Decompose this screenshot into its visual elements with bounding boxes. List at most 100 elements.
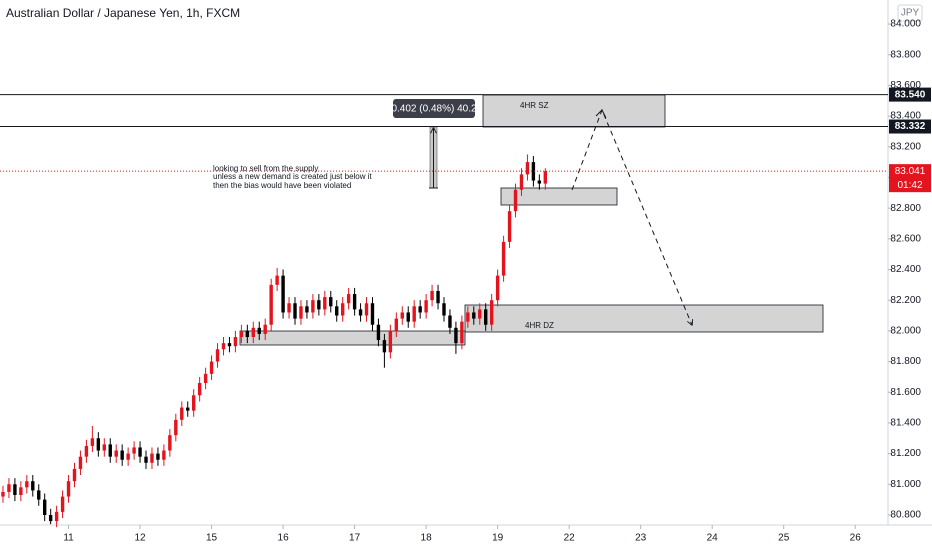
note-line: then the bias would have been violated xyxy=(213,181,351,190)
candle-body xyxy=(25,481,29,488)
supply-zone xyxy=(482,94,666,128)
candle-body xyxy=(346,294,351,304)
y-tick-label: 80.800 xyxy=(890,510,921,521)
candle-body xyxy=(472,312,476,319)
candle-body xyxy=(442,303,446,316)
candle-body xyxy=(1,491,5,497)
candle-body xyxy=(138,447,142,457)
y-tick-label: 81.600 xyxy=(890,387,921,398)
candle-body xyxy=(13,484,17,496)
candle-body xyxy=(299,306,303,319)
x-tick-label: 19 xyxy=(492,533,504,544)
measure-label: 0.402 (0.48%) 40.2 xyxy=(391,104,476,115)
y-tick-label: 81.800 xyxy=(890,356,921,367)
candle-body xyxy=(323,297,327,310)
candle-body xyxy=(340,303,345,316)
candle-body xyxy=(418,306,422,313)
candle-body xyxy=(513,189,518,212)
candle-body xyxy=(382,340,387,353)
candle-body xyxy=(90,438,95,446)
candle-body xyxy=(227,343,232,347)
candle-body xyxy=(370,303,375,325)
candle-body xyxy=(215,349,220,362)
candle-body xyxy=(269,284,273,325)
candle-body xyxy=(317,300,321,310)
candle-body xyxy=(174,419,178,436)
candle-body xyxy=(376,324,381,341)
candle-body xyxy=(412,306,416,322)
candle-body xyxy=(263,324,267,334)
candle-body xyxy=(281,275,285,313)
candle-body xyxy=(537,180,542,184)
note-line: looking to sell from the supply xyxy=(213,164,318,173)
candle-body xyxy=(543,171,548,184)
candle-body xyxy=(501,241,506,276)
candle-body xyxy=(60,496,65,512)
x-tick-label: 24 xyxy=(707,533,719,544)
y-tick-label: 83.200 xyxy=(890,141,921,152)
countdown-label: 01:42 xyxy=(897,180,922,191)
candle-body xyxy=(305,306,309,313)
candle-body xyxy=(257,327,261,334)
y-tick-label: 83.800 xyxy=(890,49,921,60)
y-tick-label: 84.000 xyxy=(890,19,921,30)
candle-body xyxy=(132,447,136,454)
candle-body xyxy=(394,318,399,331)
candle-body xyxy=(525,162,530,175)
candle-body xyxy=(72,468,77,482)
candle-body xyxy=(400,312,404,319)
candle-body xyxy=(335,306,339,316)
level-badge xyxy=(889,87,931,102)
candle-body xyxy=(329,297,333,307)
candle-body xyxy=(358,309,363,316)
candle-body xyxy=(197,383,202,396)
candle-body xyxy=(484,309,488,325)
currency-label: JPY xyxy=(901,8,920,19)
x-tick-label: 22 xyxy=(564,533,576,544)
candle-body xyxy=(364,303,369,316)
y-tick-label: 82.600 xyxy=(890,233,921,244)
x-tick-label: 17 xyxy=(349,533,361,544)
x-tick-label: 12 xyxy=(134,533,146,544)
candle-body xyxy=(454,327,458,344)
candle-body xyxy=(168,435,172,451)
y-tick-label: 82.200 xyxy=(890,295,921,306)
candle-body xyxy=(245,330,250,338)
candle-body xyxy=(275,275,279,285)
candle-body xyxy=(519,174,524,190)
candle-body xyxy=(251,327,255,338)
candle-body xyxy=(108,444,112,457)
candle-body xyxy=(186,407,190,411)
candle-body xyxy=(430,290,434,301)
base-box xyxy=(239,330,466,346)
candle-body xyxy=(466,312,470,322)
level-label: 83.540 xyxy=(895,89,926,100)
demand-zone xyxy=(464,304,824,333)
currency-box xyxy=(897,4,923,22)
drawings: 4HR SZ 4HR DZ 0.402 (0.48%) 40.2 looking… xyxy=(213,94,824,346)
x-tick-label: 23 xyxy=(635,533,647,544)
candle-body xyxy=(436,290,440,304)
candle-body xyxy=(478,309,482,319)
candle-body xyxy=(114,450,118,457)
candle-body xyxy=(287,303,291,313)
price-badge xyxy=(889,164,931,193)
candle-body xyxy=(424,300,428,313)
candle-body xyxy=(507,211,512,242)
candle-body xyxy=(37,490,41,500)
x-tick-label: 11 xyxy=(63,533,74,544)
candle-body xyxy=(203,373,208,384)
candle-body xyxy=(209,361,214,374)
measure-box xyxy=(393,99,475,118)
level-badge xyxy=(889,119,931,134)
candle-body xyxy=(233,337,238,347)
candle-body xyxy=(144,456,148,463)
note-line: unless a new demand is created just belo… xyxy=(213,172,373,181)
candle-body xyxy=(352,294,357,310)
candle-body xyxy=(180,407,184,420)
candle-body xyxy=(150,453,154,463)
candle-body xyxy=(531,162,536,181)
x-tick-label: 25 xyxy=(778,533,790,544)
candle-body xyxy=(489,300,494,325)
